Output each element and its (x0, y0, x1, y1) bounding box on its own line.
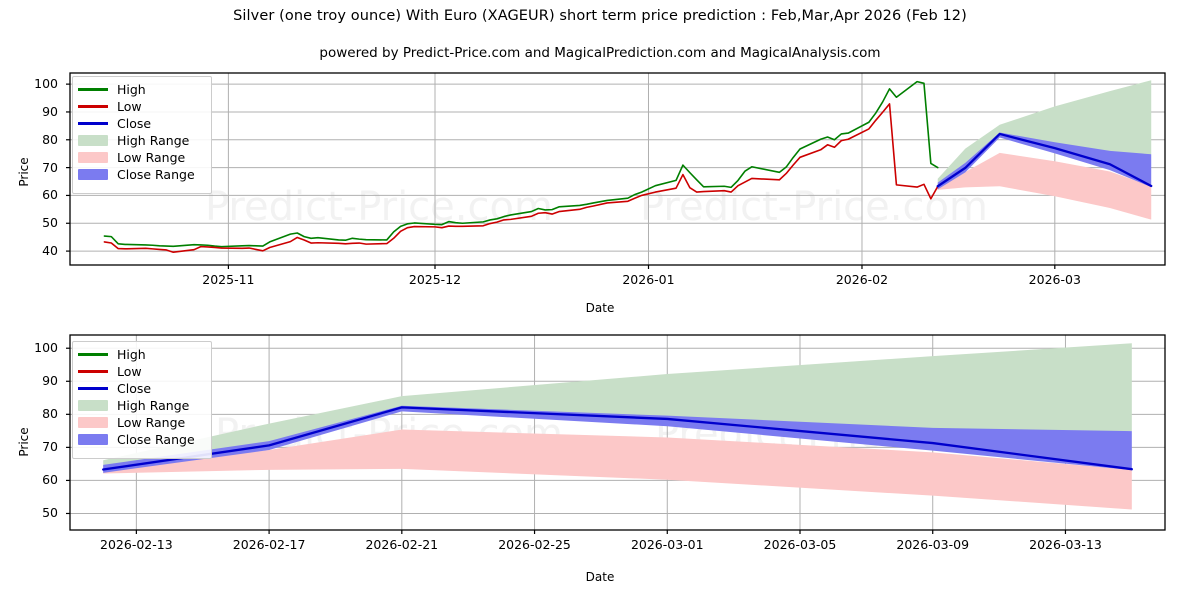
legend-label-close-range: Close Range (117, 432, 195, 447)
overview-chart-svg: Predict-Price.com Predict-Price.comPredic… (66, 72, 1166, 269)
detail-legend: High Low Close High Range Low Range Clos… (72, 341, 212, 459)
legend-item-high: High (78, 81, 204, 98)
low-range-band (937, 152, 1152, 220)
close-range-band (937, 132, 1152, 190)
page-subtitle: powered by Predict-Price.com and Magical… (319, 45, 881, 61)
close-forecast-line (936, 132, 1153, 188)
legend-label-high: High (117, 82, 146, 97)
legend-item-low: Low (78, 363, 204, 380)
legend-swatch-low-range (78, 417, 108, 428)
legend-item-close-range: Close Range (78, 166, 204, 183)
legend-item-high: High (78, 346, 204, 363)
legend-swatch-low (78, 105, 108, 108)
legend-label-low-range: Low Range (117, 150, 186, 165)
detail-xtick: 2026-02-17 (232, 537, 306, 552)
plot-frame (69, 334, 1166, 531)
legend-swatch-low (78, 370, 108, 373)
detail-xtick: 2026-03-01 (630, 537, 704, 552)
legend-label-high-range: High Range (117, 398, 190, 413)
detail-xtick: 2026-02-21 (365, 537, 439, 552)
legend-item-low-range: Low Range (78, 149, 204, 166)
low-history-line (103, 103, 939, 253)
overview-ytick: 60 (42, 187, 58, 203)
legend-swatch-high (78, 353, 108, 356)
legend-label-close: Close (117, 381, 152, 396)
detail-xtick: 2026-02-25 (498, 537, 571, 552)
detail-ytick: 80 (42, 406, 58, 422)
legend-label-low-range: Low Range (117, 415, 186, 430)
legend-label-low: Low (117, 99, 142, 114)
overview-legend: High Low Close High Range Low Range Clos… (72, 76, 212, 194)
overview-x-axis-label: Date (585, 301, 615, 315)
high-history-line (103, 80, 939, 248)
legend-item-low-range: Low Range (78, 414, 204, 431)
detail-xtick: 2026-03-05 (763, 537, 837, 552)
page-title: Silver (one troy ounce) With Euro (XAGEU… (233, 8, 967, 24)
legend-label-high-range: High Range (117, 133, 190, 148)
legend-item-close: Close (78, 115, 204, 132)
overview-ytick: 90 (42, 103, 58, 119)
overview-ytick: 40 (42, 243, 58, 259)
tick-marks (66, 347, 1067, 534)
legend-label-high: High (117, 347, 146, 362)
close-forecast-line (102, 406, 1133, 471)
plot-frame (69, 72, 1166, 266)
legend-label-close-range: Close Range (117, 167, 195, 182)
legend-swatch-low-range (78, 152, 108, 163)
detail-ytick: 90 (42, 373, 58, 389)
detail-xtick: 2026-03-09 (896, 537, 970, 552)
high-range-band (103, 343, 1132, 468)
overview-xtick: 2026-02 (835, 272, 889, 287)
detail-x-axis-label: Date (585, 570, 615, 584)
legend-swatch-high-range (78, 135, 108, 146)
overview-xtick: 2026-01 (622, 272, 675, 287)
detail-ytick: 50 (42, 505, 58, 521)
detail-ytick: 100 (34, 340, 58, 356)
detail-xtick: 2026-03-13 (1029, 537, 1102, 552)
legend-item-close: Close (78, 380, 204, 397)
legend-item-close-range: Close Range (78, 431, 204, 448)
low-range-band (103, 429, 1132, 510)
legend-swatch-close (78, 122, 108, 125)
legend-label-close: Close (117, 116, 152, 131)
legend-item-low: Low (78, 98, 204, 115)
legend-swatch-close (78, 387, 108, 390)
overview-xtick: 2025-11 (202, 272, 255, 287)
overview-ytick: 50 (42, 215, 58, 231)
legend-swatch-high-range (78, 400, 108, 411)
overview-ytick: 70 (42, 159, 58, 175)
detail-xtick: 2026-02-13 (100, 537, 173, 552)
legend-swatch-close-range (78, 434, 108, 445)
legend-swatch-high (78, 88, 108, 91)
legend-item-high-range: High Range (78, 397, 204, 414)
overview-ytick: 100 (34, 76, 58, 92)
tick-marks (66, 83, 1056, 269)
overview-ytick: 80 (42, 131, 58, 147)
legend-label-low: Low (117, 364, 142, 379)
detail-ytick: 70 (42, 439, 58, 455)
detail-ytick: 60 (42, 472, 58, 488)
overview-chart-panel: Predict-Price.com Predict-Price.com Predic… (0, 60, 1200, 315)
overview-xtick: 2025-12 (408, 272, 462, 287)
close-range-band (103, 405, 1132, 473)
overview-xtick: 2026-03 (1028, 272, 1081, 287)
legend-swatch-close-range (78, 169, 108, 180)
legend-item-high-range: High Range (78, 132, 204, 149)
